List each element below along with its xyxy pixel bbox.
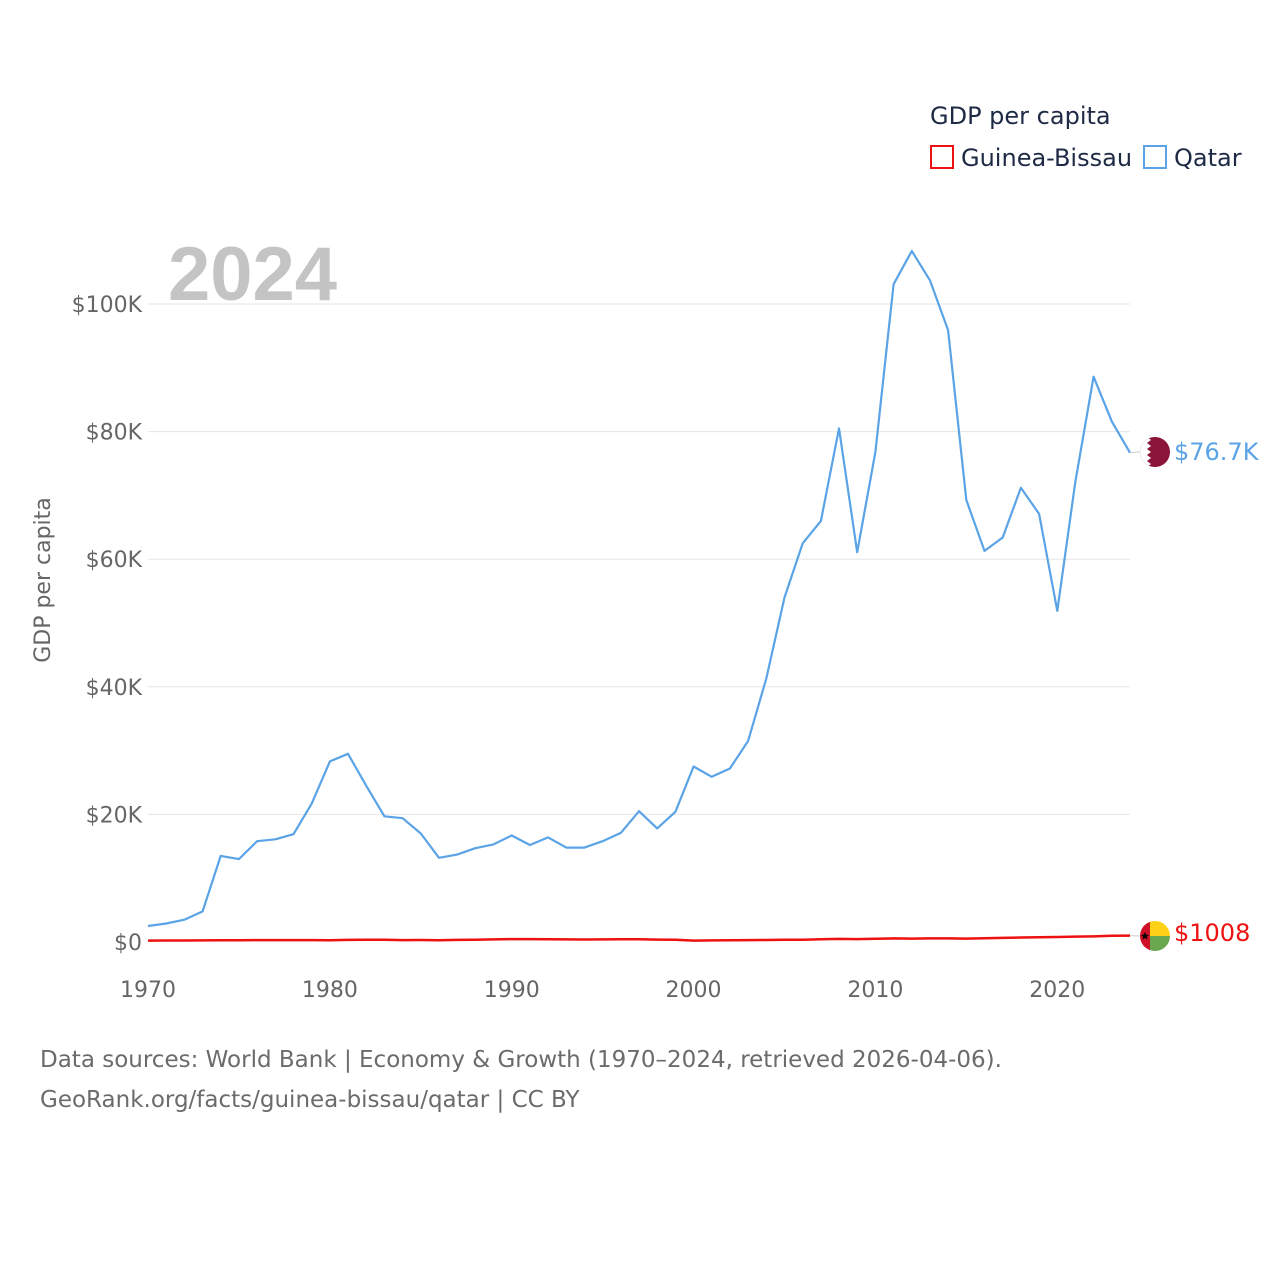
- y-tick-label: $20K: [86, 803, 143, 828]
- chart-canvas: $0 $20K $40K $60K $80K $100K 1970 1980 1990 2000…: [31, 102, 1260, 1003]
- attribution-url-line[interactable]: GeoRank.org/facts/guinea-bissau/qatar | …: [40, 1087, 580, 1113]
- legend-title: GDP per capita: [930, 102, 1111, 130]
- series-line-guinea-bissau[interactable]: [147, 934, 1131, 942]
- series-line-qatar[interactable]: [147, 249, 1131, 928]
- y-tick-label: $80K: [86, 421, 143, 446]
- x-tick-label: 2000: [666, 978, 722, 1003]
- current-year-watermark: 2024: [168, 232, 337, 317]
- y-axis-ticks: $0 $20K $40K $60K $80K $100K: [72, 293, 143, 956]
- x-tick-label: 1970: [120, 978, 176, 1003]
- qatar-end-value-label: $76.7K: [1174, 438, 1260, 466]
- data-source-line: Data sources: World Bank | Economy & Gro…: [40, 1047, 1002, 1073]
- legend: GDP per capita Guinea-Bissau Qatar: [930, 102, 1242, 172]
- gridlines: [148, 303, 1130, 815]
- x-tick-label: 2010: [847, 978, 903, 1003]
- y-tick-label: $0: [114, 931, 142, 956]
- x-tick-label: 2020: [1029, 978, 1085, 1003]
- x-tick-label: 1990: [484, 978, 540, 1003]
- legend-label-guinea-bissau[interactable]: Guinea-Bissau: [961, 144, 1132, 172]
- source-footer: Data sources: World Bank | Economy & Gro…: [40, 1040, 1240, 1120]
- guinea-bissau-flag-icon: [1140, 921, 1170, 951]
- legend-swatch-qatar[interactable]: [1143, 145, 1167, 169]
- end-connector: [1129, 451, 1141, 454]
- y-axis-label: GDP per capita: [31, 497, 56, 663]
- x-tick-label: 1980: [302, 978, 358, 1003]
- legend-label-qatar[interactable]: Qatar: [1174, 144, 1242, 172]
- qatar-flag-icon: [1140, 437, 1170, 467]
- series-lines: [147, 249, 1141, 942]
- guinea-bissau-end-value-label: $1008: [1174, 919, 1250, 947]
- y-tick-label: $40K: [86, 676, 143, 701]
- x-axis-ticks: 1970 1980 1990 2000 2010 2020: [120, 978, 1085, 1003]
- y-tick-label: $60K: [86, 548, 143, 573]
- legend-swatch-guinea-bissau[interactable]: [930, 145, 954, 169]
- y-tick-label: $100K: [72, 293, 143, 318]
